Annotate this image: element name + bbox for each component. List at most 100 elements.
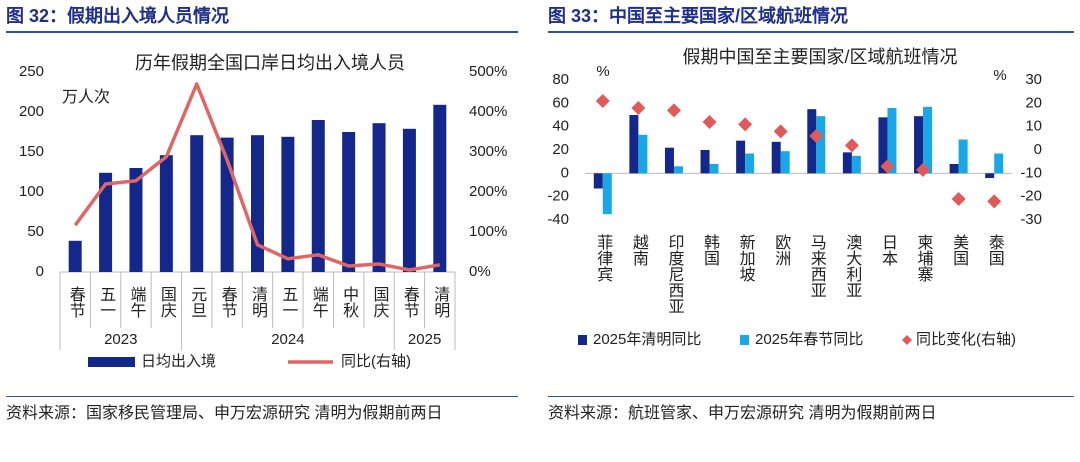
legend-label: 2025年清明同比 <box>593 331 701 348</box>
marker <box>738 117 753 132</box>
y2-tick-label: 400% <box>469 103 507 120</box>
x-tick-label: 美国 <box>950 234 969 266</box>
x-tick-label: 菲律宾 <box>594 234 613 282</box>
x-tick-label: 澳大利亚 <box>843 234 862 298</box>
y2-tick-label: 500% <box>469 63 507 80</box>
x-tick-label: 春节 <box>401 286 420 318</box>
y-tick-label: 60 <box>552 94 569 111</box>
legend-swatch <box>578 335 587 345</box>
bar <box>311 120 325 272</box>
legend-label: 同比(右轴) <box>341 353 411 370</box>
y-axis-label: 万人次 <box>62 88 110 106</box>
y2-tick-label: 20 <box>1025 94 1042 111</box>
marker <box>880 159 895 174</box>
bar <box>342 132 356 272</box>
bar <box>851 155 861 174</box>
x-tick-label: 春节 <box>219 286 238 318</box>
legend-label: 同比变化(右轴) <box>916 331 1016 348</box>
marker <box>773 124 788 139</box>
bar <box>736 140 746 174</box>
x-group-label: 2025 <box>408 331 441 348</box>
y-tick-label: 50 <box>27 223 44 240</box>
marker <box>631 101 646 115</box>
y-tick-label: 20 <box>552 141 569 158</box>
marker <box>666 103 681 118</box>
x-tick-label: 泰国 <box>986 234 1005 266</box>
x-tick-label: 印度尼西亚 <box>665 234 684 314</box>
x-tick-label: 越南 <box>630 234 649 266</box>
marker <box>951 192 966 206</box>
y2-tick-label: 300% <box>469 143 507 160</box>
bar <box>593 173 603 189</box>
bar <box>709 164 719 174</box>
legend-swatch <box>88 357 135 367</box>
marker <box>987 194 1002 209</box>
bar <box>673 166 683 174</box>
bar <box>994 153 1004 174</box>
x-tick-label: 春节 <box>67 286 86 318</box>
figure-title: 图 32：假期出入境人员情况 <box>6 2 518 33</box>
x-tick-label: 五一 <box>279 286 298 318</box>
line <box>73 82 441 272</box>
y2-tick-label: 10 <box>1025 118 1042 135</box>
bar <box>816 116 826 174</box>
x-tick-label: 清明 <box>431 286 450 319</box>
bar <box>780 151 790 174</box>
y-tick-label: 0 <box>561 164 569 181</box>
y-tick-label: 100 <box>19 183 44 200</box>
x-tick-label: 国庆 <box>371 286 390 318</box>
x-tick-label: 端午 <box>310 286 329 318</box>
figure-title: 图 33：中国至主要国家/区域航班情况 <box>548 2 1074 33</box>
chart-title: 历年假期全国口岸日均出入境人员 <box>135 53 405 73</box>
y2-tick-label: 0% <box>469 263 491 280</box>
y-tick-label: 150 <box>19 143 44 160</box>
bar <box>602 173 612 215</box>
bar <box>745 153 755 174</box>
y2-tick-label: 0 <box>1034 141 1042 158</box>
marker <box>809 129 824 143</box>
x-tick-label: 韩国 <box>701 234 720 266</box>
bar <box>923 106 933 174</box>
marker <box>916 162 931 177</box>
bar <box>949 164 959 174</box>
y-tick-label: 200 <box>19 103 44 120</box>
y2-tick-label: 30 <box>1025 71 1042 88</box>
y2-tick-label: -20 <box>1020 188 1042 205</box>
bar <box>129 168 143 272</box>
marker <box>844 138 859 153</box>
bar <box>281 136 295 272</box>
y2-tick-label: 100% <box>469 223 507 240</box>
source-note: 资料来源：国家移民管理局、申万宏源研究 清明为假期前两日 <box>6 396 518 429</box>
x-tick-label: 元旦 <box>188 286 207 318</box>
bar <box>402 128 416 272</box>
bar <box>159 155 173 272</box>
marker <box>702 115 717 129</box>
bar <box>433 104 447 272</box>
y-tick-label: -40 <box>547 211 569 228</box>
bar <box>664 147 674 174</box>
y-tick-label: 250 <box>19 63 44 80</box>
y2-tick-label: -10 <box>1020 164 1042 181</box>
x-tick-label: 日本 <box>879 234 898 266</box>
bar <box>985 173 995 178</box>
x-tick-label: 马来西亚 <box>808 234 827 298</box>
bar <box>190 135 204 272</box>
x-tick-label: 新加坡 <box>737 234 756 282</box>
bar <box>887 108 897 174</box>
y-tick-label: 0 <box>36 263 44 280</box>
bar <box>68 240 82 272</box>
x-tick-label: 端午 <box>127 286 146 318</box>
bar <box>638 134 648 174</box>
bar <box>842 152 852 174</box>
y-axis-label: % <box>596 63 609 80</box>
chart-title: 假期中国至主要国家/区域航班情况 <box>683 47 958 67</box>
x-group-label: 2024 <box>271 331 304 348</box>
marker <box>595 94 610 108</box>
y-tick-label: 40 <box>552 118 569 135</box>
bar <box>878 117 888 174</box>
x-tick-label: 柬埔寨 <box>915 234 934 282</box>
y-tick-label: -20 <box>547 188 569 205</box>
x-tick-label: 欧洲 <box>772 234 791 266</box>
